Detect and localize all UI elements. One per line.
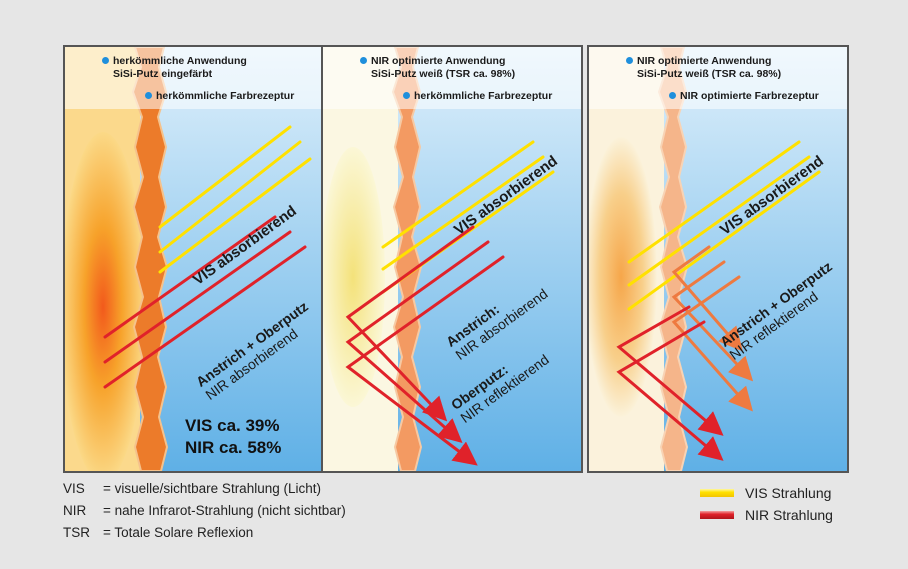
caption-recipe: herkömmliche Farbrezeptur bbox=[145, 90, 294, 103]
vis-swatch-icon bbox=[700, 489, 734, 497]
swatch-nir-label: NIR Strahlung bbox=[745, 507, 833, 523]
caption-recipe: herkömmliche Farbrezeptur bbox=[403, 90, 552, 103]
swatch-vis-label: VIS Strahlung bbox=[745, 485, 832, 501]
panel-illustration bbox=[323, 47, 581, 471]
legend-nir: NIR = nahe Infrarot-Strahlung (nicht sich… bbox=[63, 503, 346, 518]
panel-illustration bbox=[589, 47, 847, 471]
panel-nir-optimized-render: NIR optimierte Anwendung SiSi-Putz weiß (… bbox=[321, 45, 583, 473]
panel-nir-optimized-full: NIR optimierte Anwendung SiSi-Putz weiß (… bbox=[587, 45, 849, 473]
bullet-icon bbox=[626, 57, 633, 64]
bullet-icon bbox=[403, 92, 410, 99]
bullet-icon bbox=[360, 57, 367, 64]
bullet-icon bbox=[669, 92, 676, 99]
bullet-icon bbox=[145, 92, 152, 99]
caption-application: NIR optimierte Anwendung SiSi-Putz weiß (… bbox=[360, 55, 515, 81]
result-values: VIS ca. 39% NIR ca. 58% bbox=[185, 416, 282, 457]
panel-conventional: herkömmliche Anwendung SiSi-Putz eingefär… bbox=[63, 45, 325, 473]
panel-illustration bbox=[65, 47, 323, 471]
caption-application: NIR optimierte Anwendung SiSi-Putz weiß (… bbox=[626, 55, 781, 81]
abbreviation-legend: VIS = visuelle/sichtbare Strahlung (Licht… bbox=[63, 478, 346, 544]
nir-swatch-icon bbox=[700, 511, 734, 519]
caption-application: herkömmliche Anwendung SiSi-Putz eingefär… bbox=[102, 55, 247, 81]
legend-tsr: TSR = Totale Solare Reflexion bbox=[63, 525, 254, 540]
bullet-icon bbox=[102, 57, 109, 64]
caption-recipe: NIR optimierte Farbrezeptur bbox=[669, 90, 819, 103]
legend-vis: VIS = visuelle/sichtbare Strahlung (Licht… bbox=[63, 481, 321, 496]
